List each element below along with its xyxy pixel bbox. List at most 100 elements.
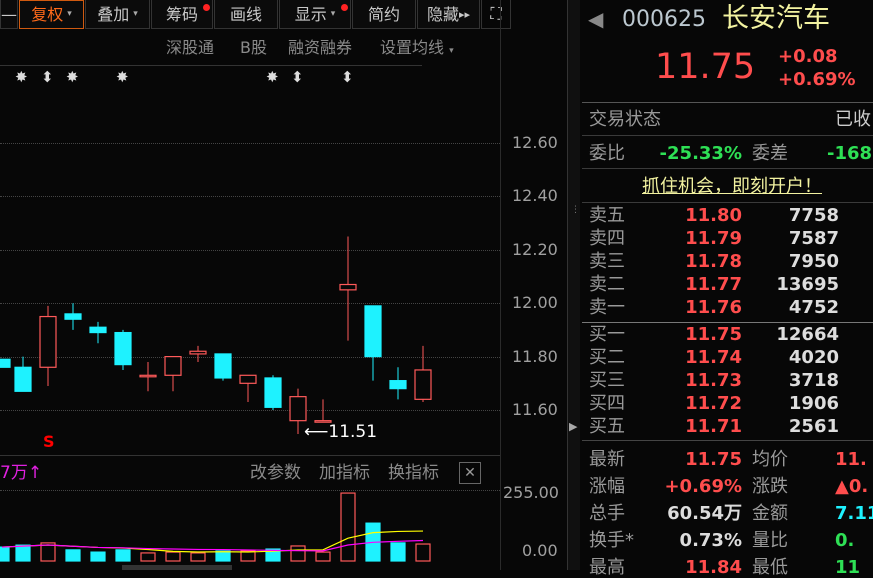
chevron-down-icon: ▾ — [449, 46, 454, 56]
switch-indicator-button[interactable]: 换指标 — [388, 463, 439, 483]
toolbar-label: 叠加 — [97, 4, 130, 24]
volume-bar — [390, 542, 406, 562]
volume-bar — [415, 543, 431, 562]
toolbar-label: 简约 — [367, 4, 400, 24]
toolbar-button-0[interactable]: — — [0, 0, 18, 29]
stat-label: 最高 — [589, 557, 625, 578]
event-marker-icon[interactable]: ✸ — [66, 68, 79, 86]
candle-body — [39, 315, 57, 368]
volume-bar — [115, 549, 131, 562]
stat-value: 11.84 — [685, 557, 742, 578]
notification-dot — [341, 4, 348, 11]
add-indicator-button[interactable]: 加指标 — [319, 463, 370, 483]
open-account-link[interactable]: 抓住机会，即刻开户！ — [642, 176, 822, 197]
divider — [0, 65, 422, 66]
volume-bar — [140, 552, 156, 562]
candle-body — [264, 377, 282, 408]
toolbar-button-1[interactable]: 复权 ▾ — [19, 0, 84, 29]
volume-bar — [315, 551, 331, 562]
shenguotong-link[interactable]: 深股通 — [166, 38, 215, 57]
b-share-link[interactable]: B股 — [240, 38, 267, 57]
side-splitter[interactable] — [567, 0, 580, 570]
chevron-down-icon: ▾ — [330, 8, 336, 19]
toolbar-button-2[interactable]: 叠加 ▾ — [85, 0, 150, 29]
horizontal-scrollbar[interactable] — [122, 565, 232, 570]
grip-icon: ⋮ — [571, 205, 580, 215]
bids-volume: 2561 — [788, 416, 839, 437]
toolbar-button-7[interactable]: 隐藏 ▸▸ — [417, 0, 480, 29]
stat-value: 60.54万 — [667, 503, 742, 524]
candlestick-chart — [0, 236, 432, 435]
volume-bar — [215, 550, 231, 562]
stat-value: 11 — [835, 557, 861, 578]
price-tick: 12.00 — [512, 293, 558, 313]
expand-button[interactable]: ⛶ — [481, 0, 511, 29]
volume-ma5-line — [1, 530, 424, 553]
toolbar-button-3[interactable]: 筹码 — [151, 0, 213, 29]
candle-body — [0, 358, 11, 368]
stock-code: 000625 — [622, 7, 706, 32]
volume-header: 7万↑ — [0, 463, 43, 483]
stat-label: 金额 — [752, 503, 788, 524]
price-tick: 11.80 — [512, 346, 558, 366]
candle-body — [239, 374, 257, 384]
candle-body — [314, 420, 332, 423]
close-icon: ✕ — [464, 465, 476, 481]
event-marker-icon[interactable]: ✸ — [266, 68, 279, 86]
asks-level-label: 卖二 — [589, 274, 625, 295]
asks-price: 11.79 — [685, 228, 742, 249]
divider — [0, 455, 500, 456]
stat-value: 7.11 — [835, 503, 873, 524]
volume-bar — [190, 552, 206, 562]
event-marker-icon[interactable]: ⬍ — [41, 68, 54, 86]
bids-volume: 3718 — [788, 370, 839, 391]
volume-tick: 255.00 — [503, 483, 559, 502]
set-ma-dropdown[interactable]: 设置均线 ▾ — [380, 38, 454, 57]
stat-value: 0.73% — [679, 530, 742, 551]
stat-label: 涨幅 — [589, 476, 625, 497]
bids-level-label: 买二 — [589, 347, 625, 368]
stat-label: 涨跌 — [752, 476, 788, 497]
stat-value: +0.69% — [664, 476, 742, 497]
expand-icon: ⛶ — [490, 4, 502, 23]
price-tick: 11.60 — [512, 400, 558, 419]
toolbar-label: — — [1, 4, 17, 24]
expand-panel-arrow-icon[interactable]: ▶ — [569, 420, 578, 433]
bids-level-label: 买一 — [589, 324, 625, 345]
more-icon: ▸▸ — [458, 7, 471, 21]
candle-body — [64, 313, 82, 320]
change-params-button[interactable]: 改参数 — [250, 463, 301, 483]
candle-body — [339, 283, 357, 291]
candle-body — [114, 331, 132, 366]
asks-price: 11.76 — [685, 297, 742, 318]
event-marker-icon[interactable]: ✸ — [15, 68, 28, 86]
asks-volume: 7758 — [788, 205, 839, 226]
toolbar-button-4[interactable]: 画线 — [214, 0, 278, 29]
volume-chart — [0, 492, 431, 562]
volume-bar — [0, 546, 10, 562]
price-tick: 12.20 — [512, 239, 558, 259]
stat-value: 0. — [835, 530, 855, 551]
candle-body — [189, 350, 207, 355]
toolbar-label: 画线 — [229, 4, 262, 24]
bids-volume: 1906 — [788, 393, 839, 414]
volume-bar — [15, 544, 31, 562]
toolbar-button-5[interactable]: 显示 ▾ — [279, 0, 351, 29]
signal-mark: S — [43, 432, 55, 451]
stat-value: 11.75 — [685, 449, 742, 470]
prev-stock-arrow-icon[interactable]: ◀ — [588, 7, 604, 31]
event-marker-icon[interactable]: ⬍ — [341, 68, 354, 86]
asks-volume: 13695 — [776, 274, 839, 295]
stat-label: 最新 — [589, 449, 625, 470]
event-marker-icon[interactable]: ✸ — [116, 68, 129, 86]
event-marker-icon[interactable]: ⬍ — [291, 68, 304, 86]
toolbar-button-6[interactable]: 简约 — [352, 0, 416, 29]
price-tick: 12.40 — [512, 186, 558, 206]
diff-value: -168 — [827, 143, 873, 164]
margin-trading-link[interactable]: 融资融券 — [288, 38, 353, 57]
close-indicator-button[interactable]: ✕ — [459, 462, 481, 484]
asks-volume: 4752 — [788, 297, 839, 318]
bids-price: 11.75 — [685, 324, 742, 345]
stock-name: 长安汽车 — [722, 3, 830, 34]
set-ma-label: 设置均线 — [380, 38, 445, 57]
